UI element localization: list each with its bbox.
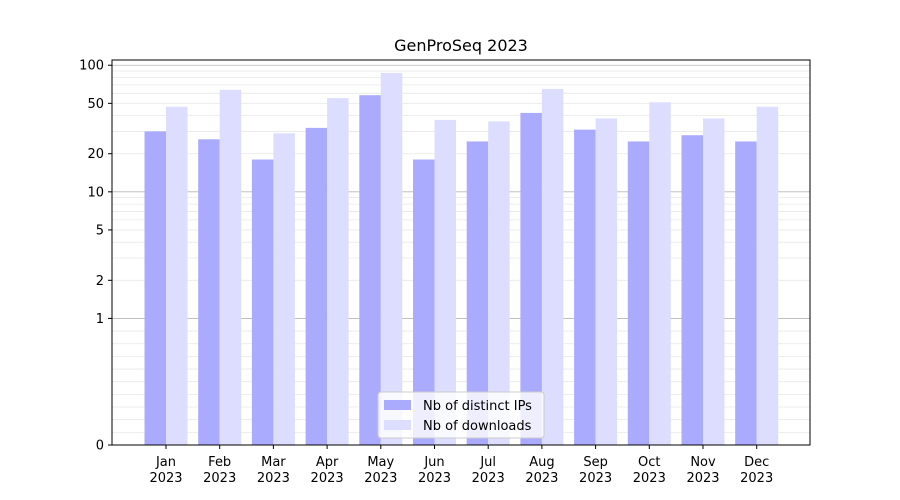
x-tick-label-year: 2023	[686, 471, 719, 486]
y-tick-label: 1	[96, 312, 104, 327]
x-tick-label-month: Jul	[479, 455, 496, 470]
bar-downloads	[541, 88, 564, 445]
x-tick-label-month: Jan	[155, 455, 176, 470]
bar-downloads	[327, 98, 349, 445]
y-tick-label: 50	[87, 97, 104, 112]
x-tick-label-month: May	[367, 455, 394, 470]
y-axis: 0 1 2 5 10 20 50 100	[79, 59, 112, 454]
x-tick-label-year: 2023	[472, 471, 505, 486]
legend-label: Nb of distinct IPs	[423, 399, 532, 414]
x-tick-label-month: Nov	[690, 455, 716, 470]
plot-frame	[111, 59, 811, 446]
legend: Nb of distinct IPs Nb of downloads	[377, 391, 545, 439]
bar-distinct-ips	[574, 129, 596, 445]
x-tick-label-month: Jun	[423, 455, 444, 470]
legend-swatch	[384, 400, 411, 410]
x-tick-label-year: 2023	[203, 471, 236, 486]
x-axis: Jan2023Feb2023Mar2023Apr2023May2023Jun20…	[149, 445, 773, 486]
bar-distinct-ips	[359, 95, 381, 445]
y-tick-label: 100	[79, 59, 104, 74]
bar-distinct-ips	[305, 127, 328, 445]
y-tick-label: 2	[96, 274, 104, 289]
bar-distinct-ips	[520, 112, 542, 446]
bar-distinct-ips	[627, 141, 650, 445]
bar-downloads	[434, 119, 456, 445]
x-tick-label-year: 2023	[257, 471, 290, 486]
bar-downloads	[166, 106, 188, 445]
bar-distinct-ips	[413, 159, 435, 445]
x-tick-label-year: 2023	[740, 471, 773, 486]
x-tick-label-year: 2023	[579, 471, 612, 486]
y-tick-label: 20	[87, 147, 104, 162]
bar-distinct-ips	[466, 141, 489, 445]
x-tick-label-month: Aug	[529, 455, 554, 470]
bar-downloads	[595, 118, 618, 445]
bar-distinct-ips	[735, 141, 757, 445]
bar-distinct-ips	[681, 135, 703, 445]
x-tick-label-month: Apr	[316, 455, 339, 470]
x-tick-label-month: Feb	[208, 455, 231, 470]
x-tick-label-month: Dec	[744, 455, 769, 470]
legend-label: Nb of downloads	[423, 419, 532, 434]
y-tick-label: 0	[96, 439, 104, 454]
y-tick-label: 5	[96, 223, 104, 238]
bar-downloads	[273, 133, 295, 445]
x-tick-label-month: Oct	[638, 455, 660, 470]
chart-title: GenProSeq 2023	[394, 36, 528, 55]
bar-distinct-ips	[144, 131, 166, 445]
bar-downloads	[380, 72, 403, 446]
x-tick-label-year: 2023	[418, 471, 451, 486]
bar-downloads	[756, 106, 779, 445]
bar-downloads	[649, 102, 671, 445]
x-tick-label-year: 2023	[149, 471, 182, 486]
bar-distinct-ips	[251, 159, 274, 445]
y-tick-label: 10	[87, 185, 104, 200]
x-tick-label-month: Sep	[583, 455, 608, 470]
legend-box	[377, 391, 545, 439]
x-tick-label-year: 2023	[633, 471, 666, 486]
bar-distinct-ips	[198, 139, 220, 445]
bar-downloads	[219, 89, 242, 445]
legend-swatch	[384, 420, 411, 430]
bar-downloads	[703, 118, 725, 445]
x-tick-label-month: Mar	[261, 455, 286, 470]
x-tick-label-year: 2023	[364, 471, 397, 486]
bars	[144, 72, 779, 446]
x-tick-label-year: 2023	[525, 471, 558, 486]
x-tick-label-year: 2023	[311, 471, 344, 486]
bar-downloads	[488, 121, 510, 445]
